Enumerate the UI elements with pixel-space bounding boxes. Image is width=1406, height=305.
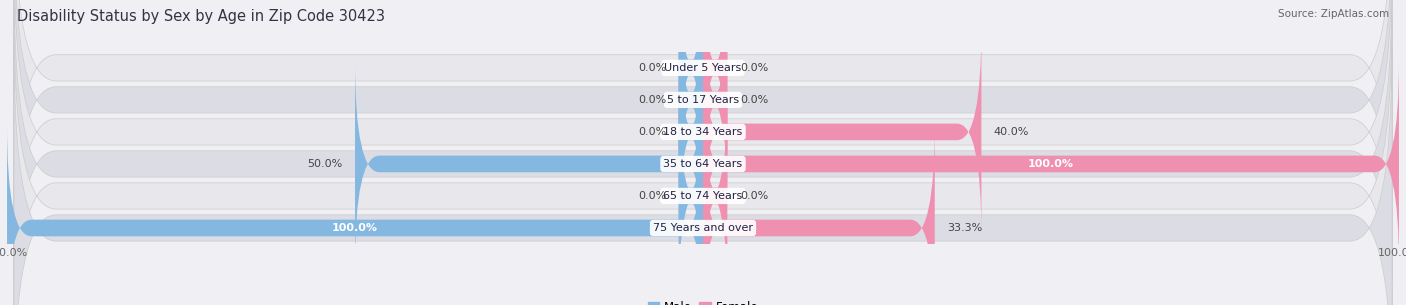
Text: 18 to 34 Years: 18 to 34 Years: [664, 127, 742, 137]
FancyBboxPatch shape: [703, 0, 727, 172]
FancyBboxPatch shape: [14, 17, 1392, 305]
Text: 33.3%: 33.3%: [948, 223, 983, 233]
Text: 0.0%: 0.0%: [638, 63, 666, 73]
FancyBboxPatch shape: [7, 124, 703, 305]
FancyBboxPatch shape: [679, 92, 703, 300]
FancyBboxPatch shape: [703, 60, 1399, 268]
Text: 0.0%: 0.0%: [740, 63, 768, 73]
FancyBboxPatch shape: [679, 0, 703, 204]
FancyBboxPatch shape: [679, 28, 703, 236]
FancyBboxPatch shape: [703, 124, 935, 305]
FancyBboxPatch shape: [703, 28, 981, 236]
Text: 0.0%: 0.0%: [740, 191, 768, 201]
Text: 65 to 74 Years: 65 to 74 Years: [664, 191, 742, 201]
FancyBboxPatch shape: [14, 0, 1392, 247]
FancyBboxPatch shape: [14, 0, 1392, 279]
Text: 0.0%: 0.0%: [638, 191, 666, 201]
Text: Source: ZipAtlas.com: Source: ZipAtlas.com: [1278, 9, 1389, 19]
Text: Disability Status by Sex by Age in Zip Code 30423: Disability Status by Sex by Age in Zip C…: [17, 9, 385, 24]
Text: 0.0%: 0.0%: [740, 95, 768, 105]
Text: Under 5 Years: Under 5 Years: [665, 63, 741, 73]
Text: 35 to 64 Years: 35 to 64 Years: [664, 159, 742, 169]
Text: 100.0%: 100.0%: [332, 223, 378, 233]
FancyBboxPatch shape: [354, 60, 703, 268]
FancyBboxPatch shape: [14, 49, 1392, 305]
FancyBboxPatch shape: [703, 0, 727, 204]
Text: 40.0%: 40.0%: [994, 127, 1029, 137]
FancyBboxPatch shape: [679, 0, 703, 172]
Legend: Male, Female: Male, Female: [643, 296, 763, 305]
FancyBboxPatch shape: [703, 92, 727, 300]
Text: 0.0%: 0.0%: [638, 95, 666, 105]
FancyBboxPatch shape: [14, 0, 1392, 305]
Text: 100.0%: 100.0%: [1028, 159, 1074, 169]
Text: 0.0%: 0.0%: [638, 127, 666, 137]
Text: 50.0%: 50.0%: [308, 159, 343, 169]
FancyBboxPatch shape: [14, 0, 1392, 305]
Text: 5 to 17 Years: 5 to 17 Years: [666, 95, 740, 105]
Text: 75 Years and over: 75 Years and over: [652, 223, 754, 233]
